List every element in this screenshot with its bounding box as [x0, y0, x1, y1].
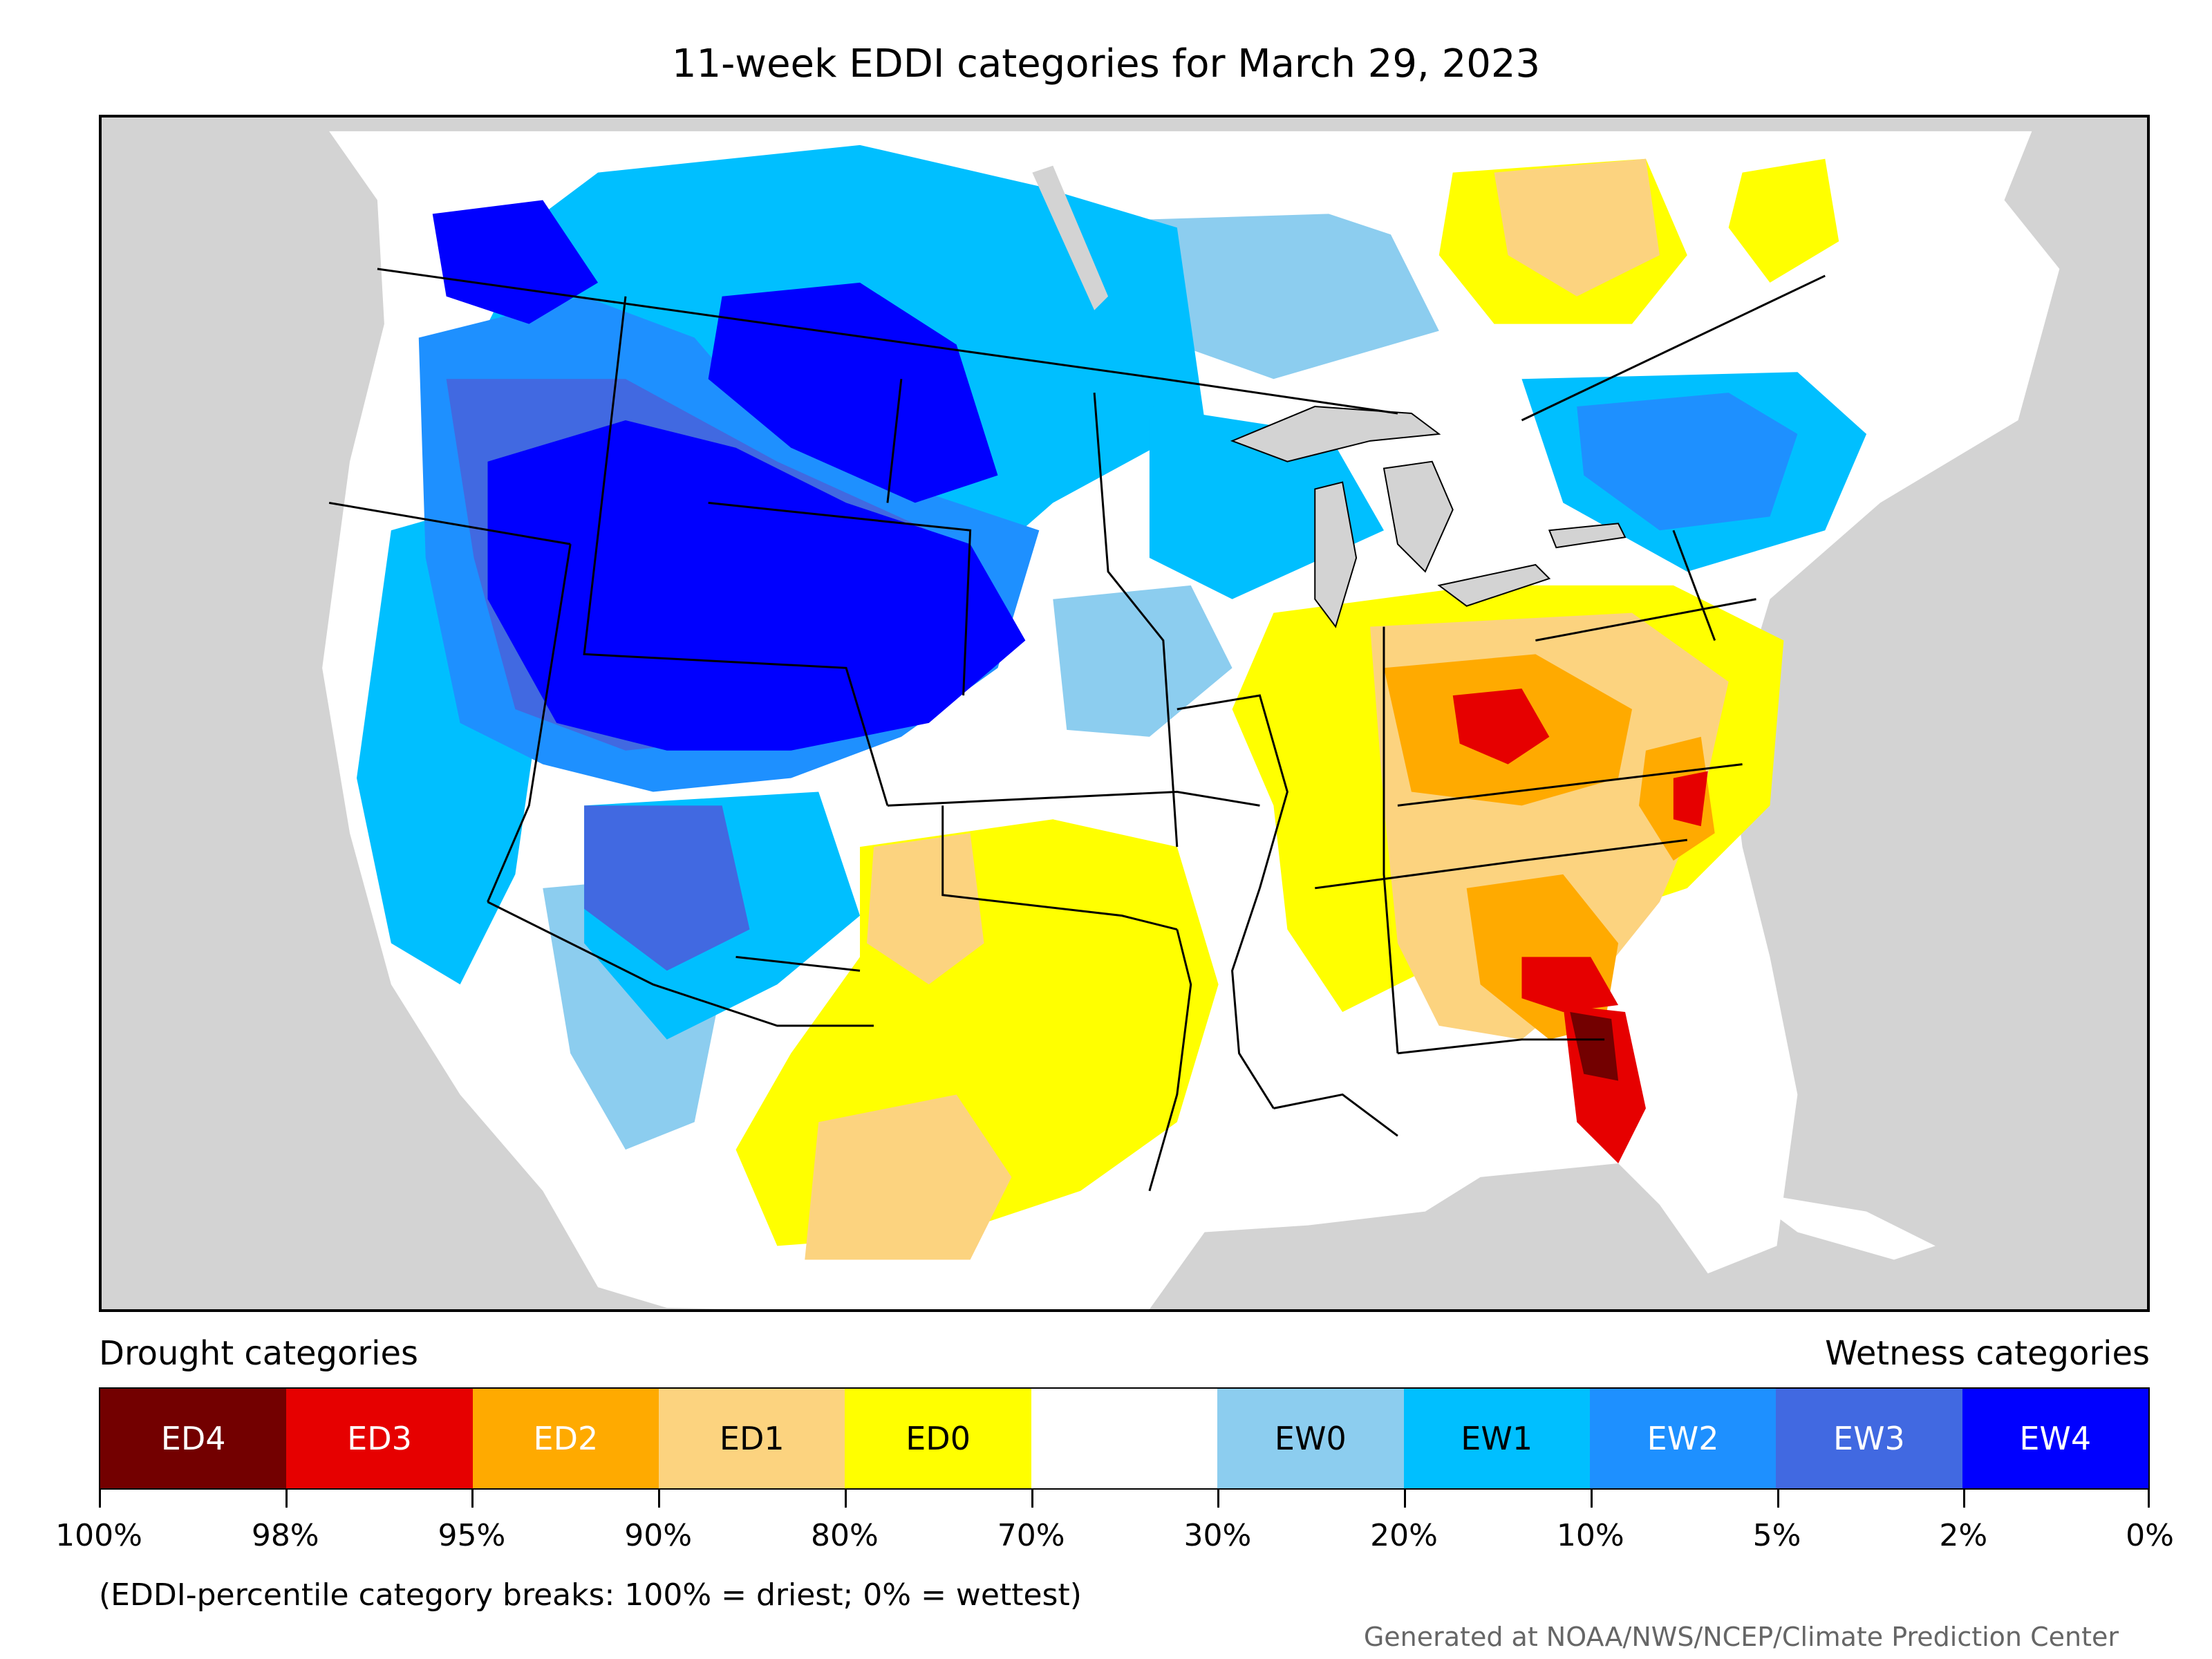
- category-swatch-ew3: EW3: [1776, 1389, 1962, 1488]
- category-swatch-ew0: EW0: [1217, 1389, 1404, 1488]
- colorbar-tick: [1777, 1490, 1779, 1508]
- category-swatch-ed2: ED2: [472, 1389, 659, 1488]
- region-ed3-kentucky: [1452, 688, 1550, 765]
- category-swatch-ew2: EW2: [1589, 1389, 1777, 1488]
- lake-superior: [1230, 406, 1441, 462]
- region-ed3-north-carolina: [1673, 771, 1708, 827]
- lake-erie: [1437, 563, 1551, 607]
- colorbar-tick-label: 70%: [997, 1518, 1065, 1553]
- category-swatch-normal: [1031, 1389, 1218, 1488]
- colorbar-tick-label: 98%: [251, 1518, 319, 1553]
- category-swatch-ew4: EW4: [1962, 1389, 2148, 1488]
- credit-line: Generated at NOAA/NWS/NCEP/Climate Predi…: [1363, 1622, 2119, 1652]
- region-ew4-montana: [708, 282, 998, 503]
- region-ed1-panhandle: [867, 833, 984, 985]
- colorbar-tick: [844, 1490, 847, 1508]
- category-swatch-ew1: EW1: [1403, 1389, 1590, 1488]
- colorbar-tick: [99, 1490, 101, 1508]
- lake-michigan: [1314, 481, 1358, 628]
- category-swatch-ed1: ED1: [659, 1389, 845, 1488]
- colorbar-tick: [1217, 1490, 1220, 1508]
- region-ed1-quebec: [1494, 158, 1660, 297]
- colorbar-ticks: [99, 1490, 2150, 1510]
- state-boundaries: [328, 268, 1826, 1192]
- lake-winnipeg: [1032, 165, 1109, 310]
- colorbar-tick: [1963, 1490, 1966, 1508]
- colorbar-tick: [1031, 1490, 1033, 1508]
- colorbar-tick-labels: 100% 98% 95% 90% 80% 70% 30% 20% 10% 5% 2% 0%: [55, 1518, 2174, 1559]
- colorbar-tick-label: 80%: [811, 1518, 879, 1553]
- colorbar-tick-label: 0%: [2126, 1518, 2174, 1553]
- region-ed3-georgia: [1521, 957, 1619, 1012]
- colorbar-tick-label: 5%: [1752, 1518, 1801, 1553]
- region-ew2-quebec: [1577, 393, 1798, 531]
- region-ew3-utah: [584, 805, 750, 971]
- lake-huron: [1382, 460, 1454, 573]
- region-ed4-florida: [1570, 1011, 1619, 1081]
- colorbar-tick: [1404, 1490, 1407, 1508]
- eddi-map: [99, 115, 2150, 1312]
- drought-categories-label: Drought categories: [99, 1334, 418, 1373]
- map-title: 11-week EDDI categories for March 29, 20…: [671, 41, 1541, 86]
- colorbar-tick-label: 95%: [438, 1518, 506, 1553]
- colorbar-tick: [285, 1490, 288, 1508]
- region-ew4-great-basin: [487, 420, 1026, 751]
- land-caribbean: [1742, 1190, 1936, 1260]
- colorbar-tick-label: 30%: [1183, 1518, 1252, 1553]
- colorbar-tick-label: 2%: [1939, 1518, 1988, 1553]
- category-swatch-ed4: ED4: [100, 1389, 287, 1488]
- category-breaks-note: (EDDI-percentile category breaks: 100% =…: [99, 1577, 1082, 1613]
- region-ed1-texas: [805, 1094, 1012, 1260]
- colorbar-tick: [2148, 1490, 2150, 1508]
- lake-ontario: [1548, 523, 1627, 549]
- region-ew0-plains: [1053, 585, 1232, 737]
- colorbar-tick-label: 100%: [55, 1518, 142, 1553]
- category-swatch-ed3: ED3: [286, 1389, 473, 1488]
- wetness-categories-label: Wetness categories: [1825, 1334, 2150, 1373]
- colorbar-tick-label: 90%: [624, 1518, 693, 1553]
- colorbar-tick: [1590, 1490, 1593, 1508]
- colorbar-tick-label: 20%: [1370, 1518, 1438, 1553]
- region-ed0-maritime: [1728, 158, 1839, 283]
- colorbar-tick: [471, 1490, 474, 1508]
- map-canvas: [322, 131, 2060, 1309]
- category-colorbar: ED4 ED3 ED2 ED1 ED0 EW0 EW1 EW2 EW3 EW4: [99, 1387, 2150, 1490]
- colorbar-tick: [658, 1490, 661, 1508]
- colorbar-tick-label: 10%: [1556, 1518, 1624, 1553]
- category-swatch-ed0: ED0: [845, 1389, 1031, 1488]
